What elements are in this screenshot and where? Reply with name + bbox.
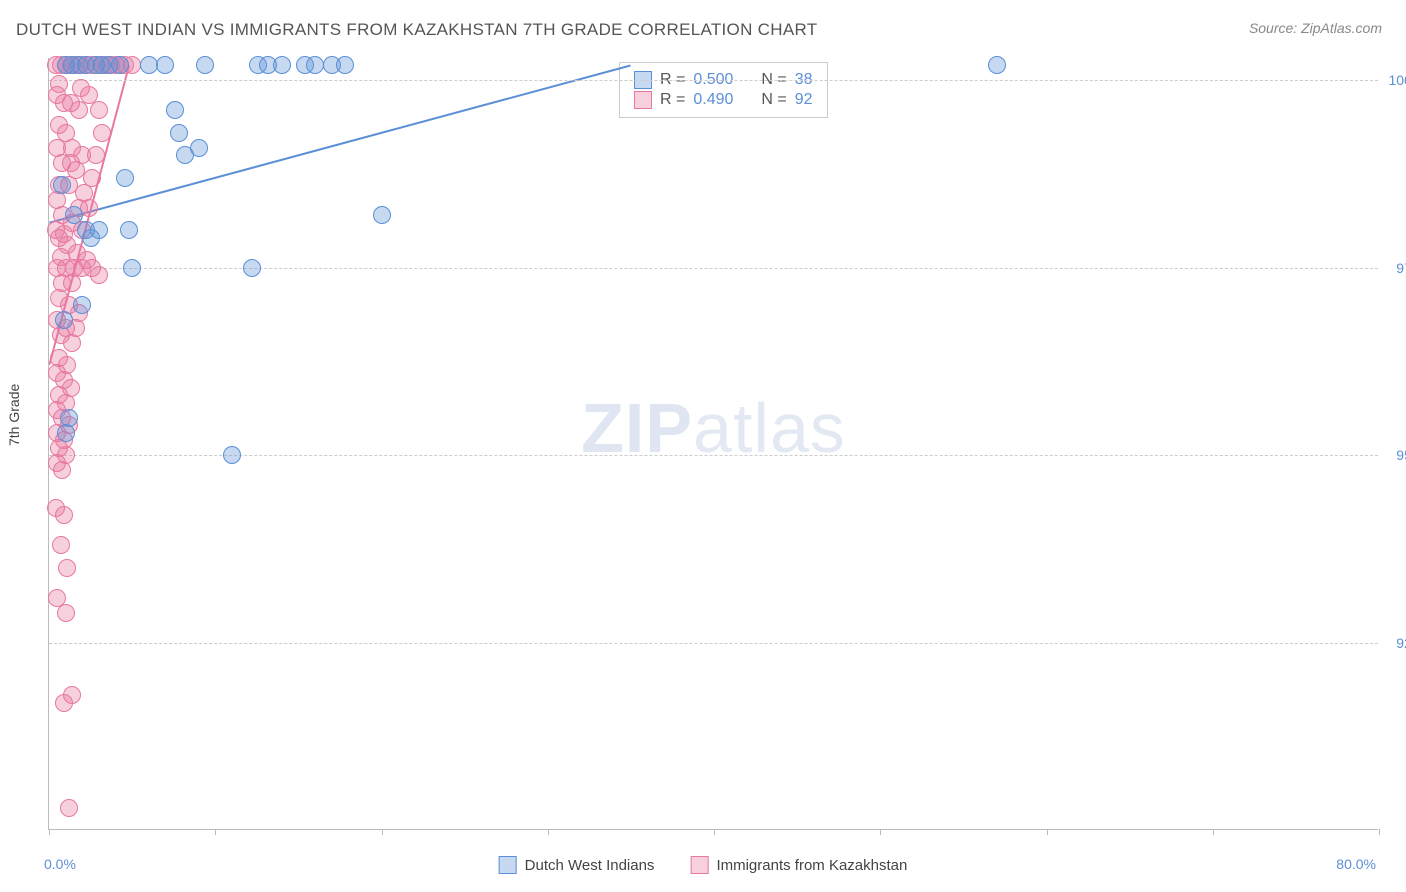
scatter-point-pink bbox=[58, 559, 76, 577]
chart-area: ZIPatlas R = 0.500 N = 38 R = 0.490 N = … bbox=[48, 58, 1378, 830]
scatter-point-pink bbox=[72, 79, 90, 97]
scatter-point-pink bbox=[55, 506, 73, 524]
scatter-point-pink bbox=[75, 184, 93, 202]
scatter-point-blue bbox=[57, 424, 75, 442]
scatter-point-blue bbox=[336, 56, 354, 74]
scatter-point-pink bbox=[60, 799, 78, 817]
scatter-point-blue bbox=[65, 206, 83, 224]
x-tick bbox=[49, 829, 50, 835]
y-tick-label: 92.5% bbox=[1396, 635, 1406, 651]
x-axis-label-max: 80.0% bbox=[1336, 856, 1376, 872]
legend: Dutch West Indians Immigrants from Kazak… bbox=[499, 856, 908, 874]
trendline-blue bbox=[49, 65, 630, 222]
stats-row-pink: R = 0.490 N = 92 bbox=[634, 91, 813, 109]
x-tick bbox=[548, 829, 549, 835]
gridline-h bbox=[49, 455, 1378, 456]
scatter-point-blue bbox=[166, 101, 184, 119]
scatter-point-pink bbox=[63, 274, 81, 292]
scatter-point-pink bbox=[52, 248, 70, 266]
scatter-point-blue bbox=[116, 169, 134, 187]
scatter-point-blue bbox=[120, 221, 138, 239]
legend-item-blue: Dutch West Indians bbox=[499, 856, 655, 874]
scatter-point-blue bbox=[140, 56, 158, 74]
swatch-pink-icon bbox=[634, 91, 652, 109]
x-tick bbox=[1213, 829, 1214, 835]
scatter-point-blue bbox=[373, 206, 391, 224]
chart-title: DUTCH WEST INDIAN VS IMMIGRANTS FROM KAZ… bbox=[16, 20, 817, 40]
scatter-point-blue bbox=[306, 56, 324, 74]
scatter-point-blue bbox=[111, 56, 129, 74]
scatter-point-pink bbox=[52, 536, 70, 554]
scatter-point-blue bbox=[53, 176, 71, 194]
gridline-h bbox=[49, 80, 1378, 81]
x-tick bbox=[1047, 829, 1048, 835]
legend-label-pink: Immigrants from Kazakhstan bbox=[716, 857, 907, 874]
scatter-point-blue bbox=[170, 124, 188, 142]
legend-label-blue: Dutch West Indians bbox=[525, 857, 655, 874]
scatter-point-blue bbox=[243, 259, 261, 277]
gridline-h bbox=[49, 643, 1378, 644]
scatter-point-pink bbox=[55, 694, 73, 712]
scatter-point-blue bbox=[988, 56, 1006, 74]
scatter-point-blue bbox=[156, 56, 174, 74]
scatter-point-pink bbox=[70, 101, 88, 119]
scatter-point-pink bbox=[62, 154, 80, 172]
scatter-point-pink bbox=[47, 221, 65, 239]
stat-n-pink: 92 bbox=[795, 91, 813, 109]
x-tick bbox=[714, 829, 715, 835]
x-tick bbox=[880, 829, 881, 835]
y-tick-label: 97.5% bbox=[1396, 260, 1406, 276]
y-tick-label: 100.0% bbox=[1389, 72, 1406, 88]
y-axis-title: 7th Grade bbox=[6, 384, 22, 446]
stat-n-label: N = bbox=[761, 91, 786, 109]
scatter-point-blue bbox=[123, 259, 141, 277]
scatter-point-blue bbox=[273, 56, 291, 74]
scatter-point-pink bbox=[50, 75, 68, 93]
stats-box: R = 0.500 N = 38 R = 0.490 N = 92 bbox=[619, 62, 828, 118]
x-axis-label-min: 0.0% bbox=[44, 856, 76, 872]
stat-r-pink: 0.490 bbox=[693, 91, 733, 109]
scatter-point-blue bbox=[55, 311, 73, 329]
scatter-point-blue bbox=[196, 56, 214, 74]
scatter-point-pink bbox=[93, 124, 111, 142]
x-tick bbox=[382, 829, 383, 835]
scatter-point-blue bbox=[223, 446, 241, 464]
scatter-point-pink bbox=[90, 266, 108, 284]
x-tick bbox=[1379, 829, 1380, 835]
scatter-point-pink bbox=[57, 604, 75, 622]
scatter-point-pink bbox=[53, 461, 71, 479]
y-tick-label: 95.0% bbox=[1396, 447, 1406, 463]
scatter-point-blue bbox=[73, 296, 91, 314]
legend-swatch-blue-icon bbox=[499, 856, 517, 874]
scatter-point-blue bbox=[190, 139, 208, 157]
scatter-point-blue bbox=[82, 229, 100, 247]
legend-swatch-pink-icon bbox=[690, 856, 708, 874]
legend-item-pink: Immigrants from Kazakhstan bbox=[690, 856, 907, 874]
x-tick bbox=[215, 829, 216, 835]
source-label: Source: ZipAtlas.com bbox=[1249, 20, 1382, 36]
stat-r-label: R = bbox=[660, 91, 685, 109]
scatter-point-pink bbox=[90, 101, 108, 119]
scatter-point-pink bbox=[87, 146, 105, 164]
